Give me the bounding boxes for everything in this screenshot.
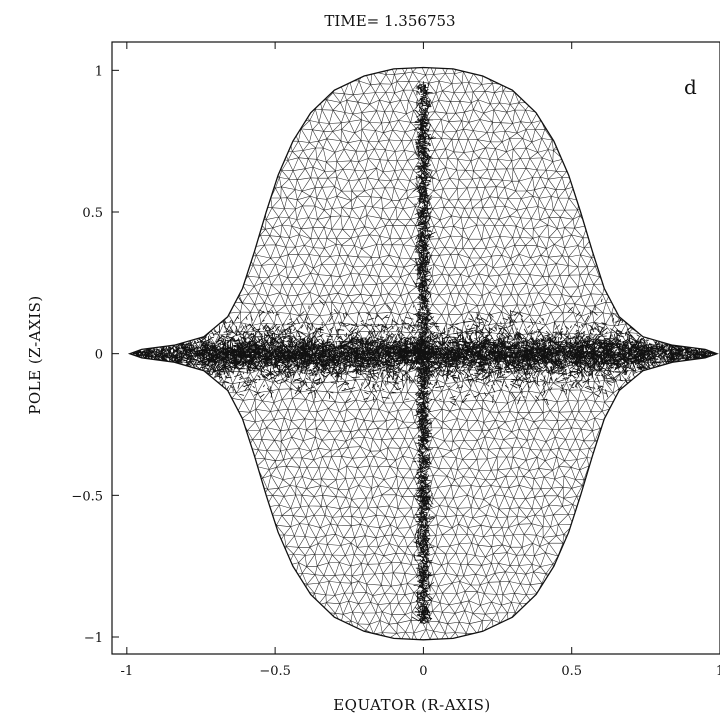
tick-layer: -1 −0.5 0 0.5 1 1 0.5 0 −0.5 −1: [71, 42, 720, 679]
y-tick-label: −1: [84, 631, 103, 646]
x-tick-label: −0.5: [259, 664, 291, 679]
x-tick-label: 0: [419, 664, 427, 679]
mesh-layer: [127, 66, 719, 641]
y-tick-label: 0.5: [82, 206, 103, 221]
x-tick-label: 0.5: [561, 664, 582, 679]
plot-frame: [111, 41, 720, 655]
panel-letter: d: [684, 75, 697, 99]
x-tick-label: 1: [716, 664, 720, 679]
mesh-lines: [129, 67, 718, 640]
y-axis-label: POLE (Z-AXIS): [26, 295, 44, 414]
y-tick-label: 0: [95, 348, 103, 363]
mesh-boundary: [127, 66, 719, 641]
y-tick-label: −0.5: [71, 489, 103, 504]
x-tick-label: -1: [120, 664, 133, 679]
x-axis-label: EQUATOR (R-AXIS): [333, 696, 491, 714]
y-tick-label: 1: [95, 64, 103, 79]
chart-title: TIME= 1.356753: [324, 12, 455, 30]
